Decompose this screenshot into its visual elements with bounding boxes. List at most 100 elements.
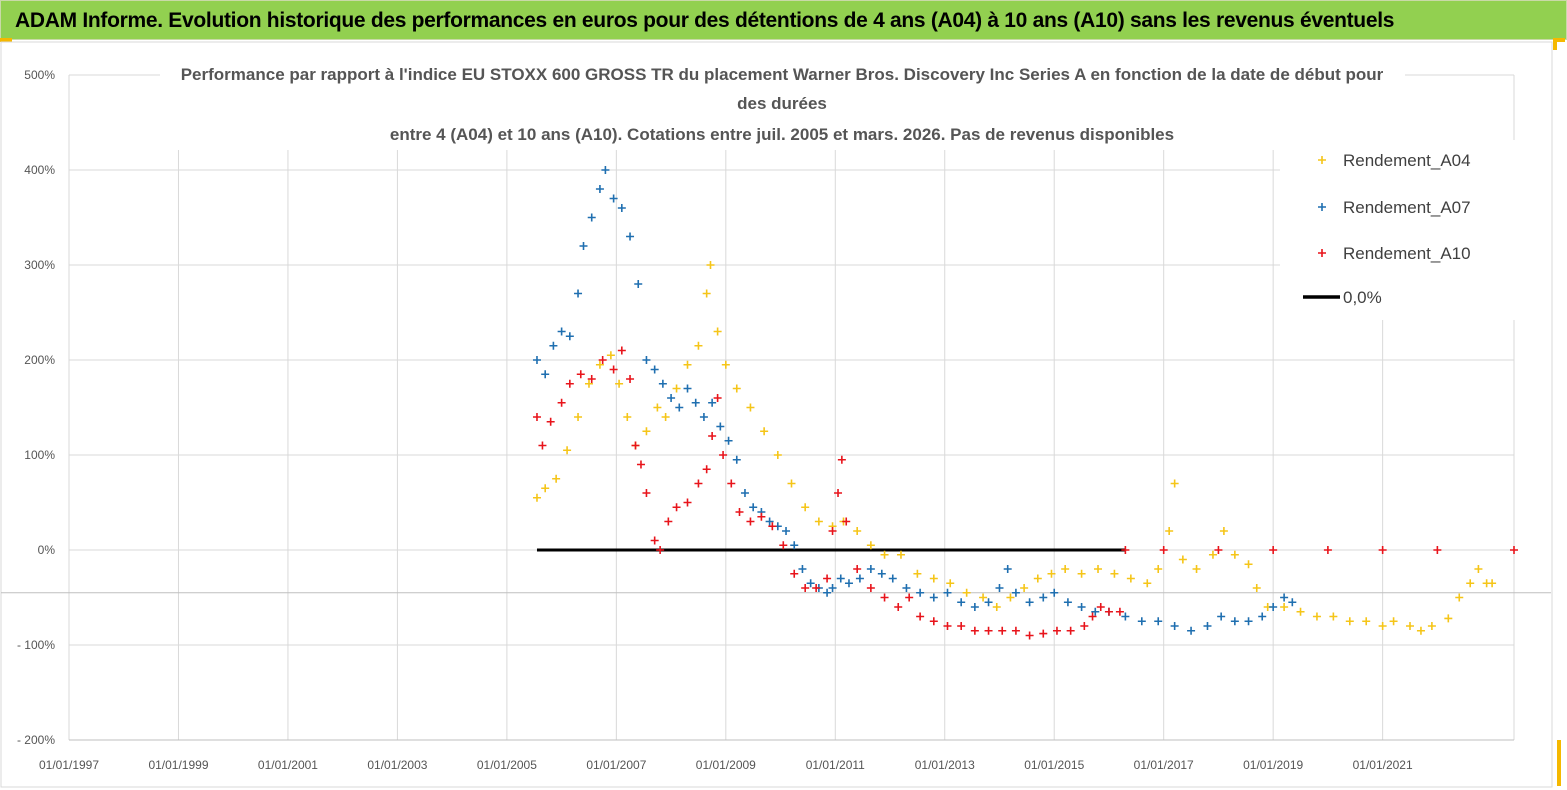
- point-rendement-a04: [1416, 626, 1425, 635]
- point-rendement-a07: [650, 365, 659, 374]
- point-rendement-a07: [929, 593, 938, 602]
- point-rendement-a04: [595, 360, 604, 369]
- chart-title-line-3: entre 4 (A04) et 10 ans (A10). Cotations…: [390, 125, 1174, 144]
- point-rendement-a07: [1003, 565, 1012, 573]
- point-rendement-a07: [1063, 598, 1072, 607]
- point-rendement-a04: [1006, 593, 1015, 602]
- point-rendement-a07: [1137, 617, 1146, 626]
- point-rendement-a10: [1096, 603, 1105, 611]
- point-rendement-a04: [1312, 612, 1321, 621]
- point-rendement-a04: [1061, 565, 1070, 573]
- point-rendement-a10: [828, 527, 837, 535]
- point-rendement-a07: [683, 384, 692, 393]
- point-rendement-a07: [1230, 617, 1239, 626]
- point-rendement-a10: [1159, 546, 1168, 554]
- point-rendement-a07: [1121, 612, 1130, 621]
- y-tick-label: - 100%: [17, 638, 55, 652]
- point-rendement-a07: [1217, 612, 1226, 621]
- point-rendement-a07: [587, 213, 596, 222]
- point-rendement-a10: [664, 517, 673, 526]
- point-rendement-a10: [929, 617, 938, 626]
- point-rendement-a10: [1088, 612, 1097, 621]
- point-rendement-a07: [798, 565, 807, 573]
- point-rendement-a10: [576, 370, 585, 379]
- point-rendement-a04: [1219, 527, 1228, 535]
- point-rendement-a07: [790, 541, 799, 550]
- point-rendement-a04: [1047, 569, 1056, 578]
- x-tick-label: 01/01/2011: [806, 758, 865, 772]
- point-rendement-a04: [746, 403, 755, 412]
- point-rendement-a04: [1455, 593, 1464, 602]
- point-rendement-a07: [609, 194, 618, 203]
- point-rendement-a10: [1378, 546, 1387, 554]
- point-rendement-a04: [880, 550, 889, 559]
- corner-accent-bottom-right: [1557, 740, 1561, 786]
- point-rendement-a04: [661, 413, 670, 421]
- point-rendement-a10: [1011, 626, 1020, 635]
- chart-title: Performance par rapport à l'indice EU ST…: [160, 60, 1405, 150]
- point-rendement-a04: [1170, 479, 1179, 488]
- point-rendement-a10: [532, 413, 541, 421]
- x-tick-label: 01/01/1999: [148, 758, 208, 772]
- point-rendement-a04: [787, 479, 796, 488]
- point-rendement-a04: [1230, 550, 1239, 559]
- x-tick-label: 01/01/2017: [1134, 758, 1194, 772]
- point-rendement-a07: [579, 242, 588, 250]
- point-rendement-a07: [765, 517, 774, 526]
- x-tick-label: 01/01/1997: [39, 758, 99, 772]
- y-tick-label: 200%: [24, 353, 55, 367]
- legend-marker-rendement-a07: [1318, 203, 1326, 211]
- point-rendement-a04: [946, 579, 955, 588]
- point-rendement-a04: [814, 517, 823, 526]
- x-tick-label: 01/01/2003: [367, 758, 427, 772]
- point-rendement-a10: [1104, 607, 1113, 616]
- point-rendement-a04: [1154, 565, 1163, 573]
- point-rendement-a07: [836, 574, 845, 583]
- point-rendement-a07: [708, 398, 717, 407]
- point-rendement-a10: [1269, 546, 1278, 554]
- point-rendement-a07: [691, 398, 700, 407]
- point-rendement-a04: [866, 541, 875, 550]
- report-banner: ADAM Informe. Evolution historique des p…: [0, 0, 1567, 40]
- point-rendement-a04: [1296, 607, 1305, 616]
- point-rendement-a10: [916, 612, 925, 621]
- point-rendement-a07: [574, 289, 583, 298]
- point-rendement-a04: [552, 474, 561, 483]
- x-tick-label: 01/01/2015: [1024, 758, 1084, 772]
- point-rendement-a10: [609, 365, 618, 374]
- point-rendement-a07: [902, 584, 911, 592]
- point-rendement-a07: [532, 356, 541, 364]
- point-rendement-a04: [1192, 565, 1201, 573]
- chart-title-line-1: Performance par rapport à l'indice EU ST…: [181, 65, 1384, 84]
- point-rendement-a07: [1011, 588, 1020, 597]
- point-rendement-a04: [584, 379, 593, 388]
- point-rendement-a04: [1110, 569, 1119, 578]
- point-rendement-a04: [623, 413, 632, 421]
- corner-accent-left: [0, 38, 12, 42]
- point-rendement-a10: [746, 517, 755, 526]
- point-rendement-a10: [1323, 546, 1332, 554]
- point-rendement-a10: [984, 626, 993, 635]
- point-rendement-a10: [757, 512, 766, 521]
- chart-title-background: [160, 60, 1405, 150]
- y-tick-label: 300%: [24, 258, 55, 272]
- point-rendement-a10: [1115, 607, 1124, 616]
- point-rendement-a10: [801, 584, 810, 592]
- point-rendement-a07: [1258, 612, 1267, 621]
- point-rendement-a10: [1052, 626, 1061, 635]
- point-rendement-a07: [1203, 622, 1212, 630]
- point-rendement-a07: [806, 579, 815, 588]
- point-rendement-a10: [642, 489, 651, 497]
- point-rendement-a10: [565, 379, 574, 388]
- point-rendement-a07: [749, 503, 758, 512]
- point-rendement-a04: [615, 379, 624, 388]
- point-rendement-a07: [995, 584, 1004, 592]
- point-rendement-a10: [834, 489, 843, 497]
- point-rendement-a07: [565, 332, 574, 341]
- legend-marker-rendement-a10: [1318, 249, 1326, 257]
- point-rendement-a07: [1091, 607, 1100, 616]
- point-rendement-a10: [1121, 546, 1130, 554]
- x-tick-label: 01/01/2007: [586, 758, 646, 772]
- point-rendement-a07: [855, 574, 864, 583]
